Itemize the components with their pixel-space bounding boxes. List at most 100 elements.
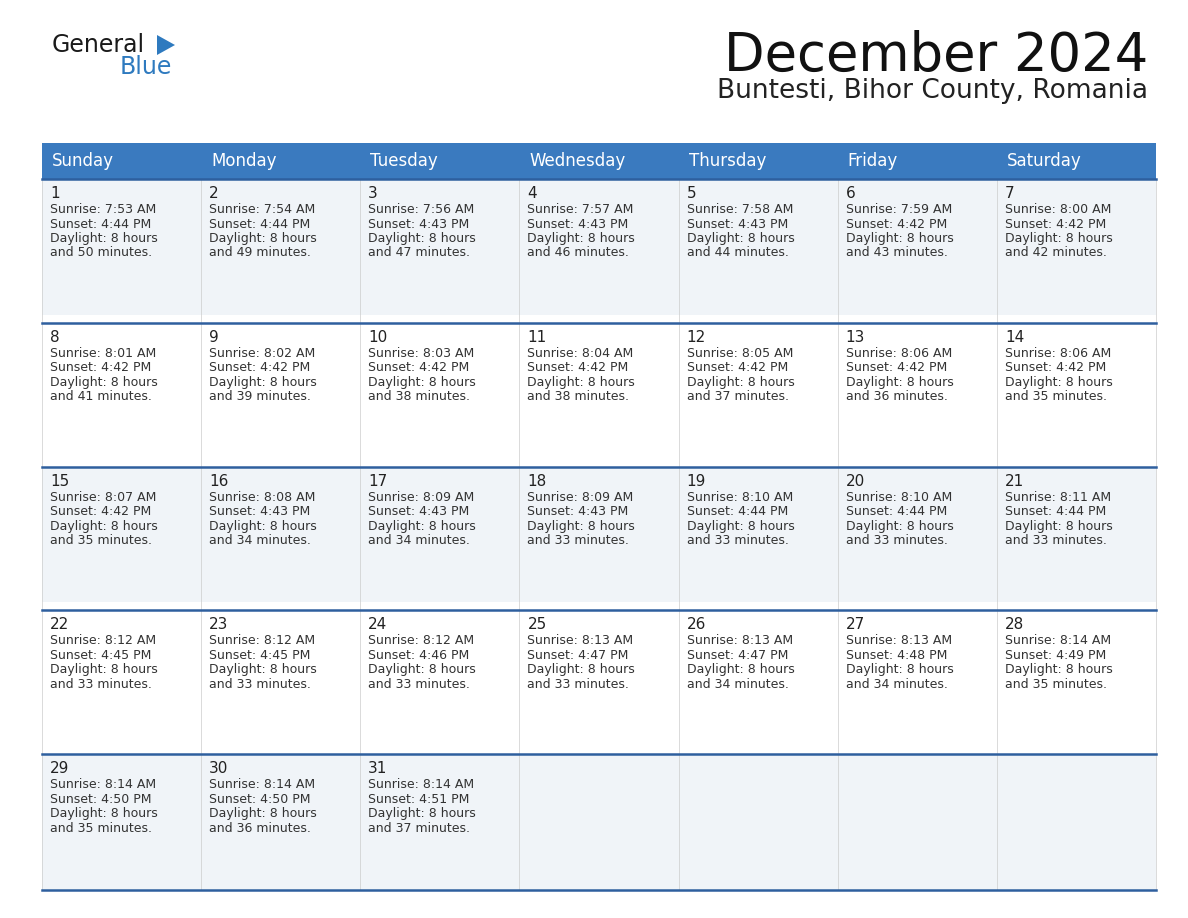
Bar [519,755,678,890]
Bar [42,323,201,459]
Text: Sunrise: 8:01 AM: Sunrise: 8:01 AM [50,347,157,360]
Text: 4: 4 [527,186,537,201]
Text: Sunrise: 8:00 AM: Sunrise: 8:00 AM [1005,203,1111,216]
Text: Daylight: 8 hours: Daylight: 8 hours [687,520,795,532]
Text: Daylight: 8 hours: Daylight: 8 hours [527,232,636,245]
Text: 17: 17 [368,474,387,488]
Text: 27: 27 [846,618,865,633]
Text: Sunrise: 8:10 AM: Sunrise: 8:10 AM [687,490,792,504]
Text: Sunrise: 7:59 AM: Sunrise: 7:59 AM [846,203,952,216]
Text: and 33 minutes.: and 33 minutes. [527,534,630,547]
Text: and 34 minutes.: and 34 minutes. [687,677,789,691]
Text: Sunset: 4:47 PM: Sunset: 4:47 PM [527,649,628,662]
Text: Daylight: 8 hours: Daylight: 8 hours [846,520,954,532]
Bar [997,179,1156,315]
Text: General: General [52,33,145,57]
Text: Sunset: 4:44 PM: Sunset: 4:44 PM [1005,505,1106,518]
Text: 9: 9 [209,330,219,345]
Text: Sunset: 4:42 PM: Sunset: 4:42 PM [50,505,151,518]
Bar [360,755,519,890]
Text: Daylight: 8 hours: Daylight: 8 hours [1005,520,1113,532]
Text: Sunset: 4:45 PM: Sunset: 4:45 PM [50,649,151,662]
Text: Sunrise: 8:14 AM: Sunrise: 8:14 AM [1005,634,1111,647]
Text: Sunrise: 8:02 AM: Sunrise: 8:02 AM [209,347,315,360]
Text: Sunset: 4:42 PM: Sunset: 4:42 PM [368,362,469,375]
Bar [678,179,838,315]
Text: and 44 minutes.: and 44 minutes. [687,247,789,260]
Text: Daylight: 8 hours: Daylight: 8 hours [527,520,636,532]
Text: and 37 minutes.: and 37 minutes. [687,390,789,403]
Bar [838,323,997,459]
Text: and 42 minutes.: and 42 minutes. [1005,247,1107,260]
Text: and 33 minutes.: and 33 minutes. [1005,534,1107,547]
Text: 29: 29 [50,761,69,777]
Text: Sunset: 4:50 PM: Sunset: 4:50 PM [209,793,310,806]
Text: Sunrise: 7:57 AM: Sunrise: 7:57 AM [527,203,634,216]
Text: 5: 5 [687,186,696,201]
Text: Sunset: 4:42 PM: Sunset: 4:42 PM [687,362,788,375]
Text: and 34 minutes.: and 34 minutes. [209,534,311,547]
Text: Friday: Friday [848,152,898,170]
Text: Sunrise: 8:08 AM: Sunrise: 8:08 AM [209,490,316,504]
Bar [360,323,519,459]
Text: Sunrise: 8:12 AM: Sunrise: 8:12 AM [209,634,315,647]
Text: Daylight: 8 hours: Daylight: 8 hours [687,232,795,245]
Text: Sunrise: 8:14 AM: Sunrise: 8:14 AM [209,778,315,791]
Text: Daylight: 8 hours: Daylight: 8 hours [846,664,954,677]
Bar [519,143,678,179]
Text: Daylight: 8 hours: Daylight: 8 hours [209,664,317,677]
Text: Daylight: 8 hours: Daylight: 8 hours [687,664,795,677]
Text: and 47 minutes.: and 47 minutes. [368,247,470,260]
Text: Daylight: 8 hours: Daylight: 8 hours [50,375,158,389]
Text: and 41 minutes.: and 41 minutes. [50,390,152,403]
Polygon shape [157,35,175,55]
Text: 10: 10 [368,330,387,345]
Bar [678,466,838,602]
Bar [838,466,997,602]
Text: Sunset: 4:46 PM: Sunset: 4:46 PM [368,649,469,662]
Text: Sunrise: 7:58 AM: Sunrise: 7:58 AM [687,203,792,216]
Bar [838,179,997,315]
Bar [42,466,201,602]
Text: Sunset: 4:44 PM: Sunset: 4:44 PM [687,505,788,518]
Text: Daylight: 8 hours: Daylight: 8 hours [368,375,476,389]
Bar [678,755,838,890]
Bar [360,179,519,315]
Bar [42,143,201,179]
Text: Sunrise: 8:09 AM: Sunrise: 8:09 AM [527,490,633,504]
Text: Sunrise: 8:10 AM: Sunrise: 8:10 AM [846,490,952,504]
Text: Sunset: 4:44 PM: Sunset: 4:44 PM [50,218,151,230]
Bar [838,610,997,746]
Text: and 35 minutes.: and 35 minutes. [1005,677,1107,691]
Text: Sunrise: 8:11 AM: Sunrise: 8:11 AM [1005,490,1111,504]
Bar [42,179,201,315]
Text: Daylight: 8 hours: Daylight: 8 hours [368,520,476,532]
Text: 25: 25 [527,618,546,633]
Text: Daylight: 8 hours: Daylight: 8 hours [846,232,954,245]
Text: and 39 minutes.: and 39 minutes. [209,390,311,403]
Text: Daylight: 8 hours: Daylight: 8 hours [50,520,158,532]
Bar [360,610,519,746]
Bar [838,755,997,890]
Bar [519,323,678,459]
Bar [838,143,997,179]
Text: and 34 minutes.: and 34 minutes. [846,677,948,691]
Text: 20: 20 [846,474,865,488]
Bar [997,323,1156,459]
Text: Sunrise: 8:04 AM: Sunrise: 8:04 AM [527,347,633,360]
Text: Sunset: 4:49 PM: Sunset: 4:49 PM [1005,649,1106,662]
Text: Sunrise: 8:09 AM: Sunrise: 8:09 AM [368,490,474,504]
Text: Sunset: 4:43 PM: Sunset: 4:43 PM [527,505,628,518]
Text: and 35 minutes.: and 35 minutes. [50,822,152,834]
Text: Sunrise: 8:13 AM: Sunrise: 8:13 AM [846,634,952,647]
Text: Sunrise: 8:03 AM: Sunrise: 8:03 AM [368,347,474,360]
Text: Sunrise: 7:54 AM: Sunrise: 7:54 AM [209,203,315,216]
Text: Daylight: 8 hours: Daylight: 8 hours [50,807,158,820]
Text: and 35 minutes.: and 35 minutes. [1005,390,1107,403]
Text: and 46 minutes.: and 46 minutes. [527,247,630,260]
Text: 13: 13 [846,330,865,345]
Text: Sunset: 4:44 PM: Sunset: 4:44 PM [846,505,947,518]
Text: Sunset: 4:42 PM: Sunset: 4:42 PM [846,362,947,375]
Text: Sunset: 4:43 PM: Sunset: 4:43 PM [209,505,310,518]
Text: 26: 26 [687,618,706,633]
